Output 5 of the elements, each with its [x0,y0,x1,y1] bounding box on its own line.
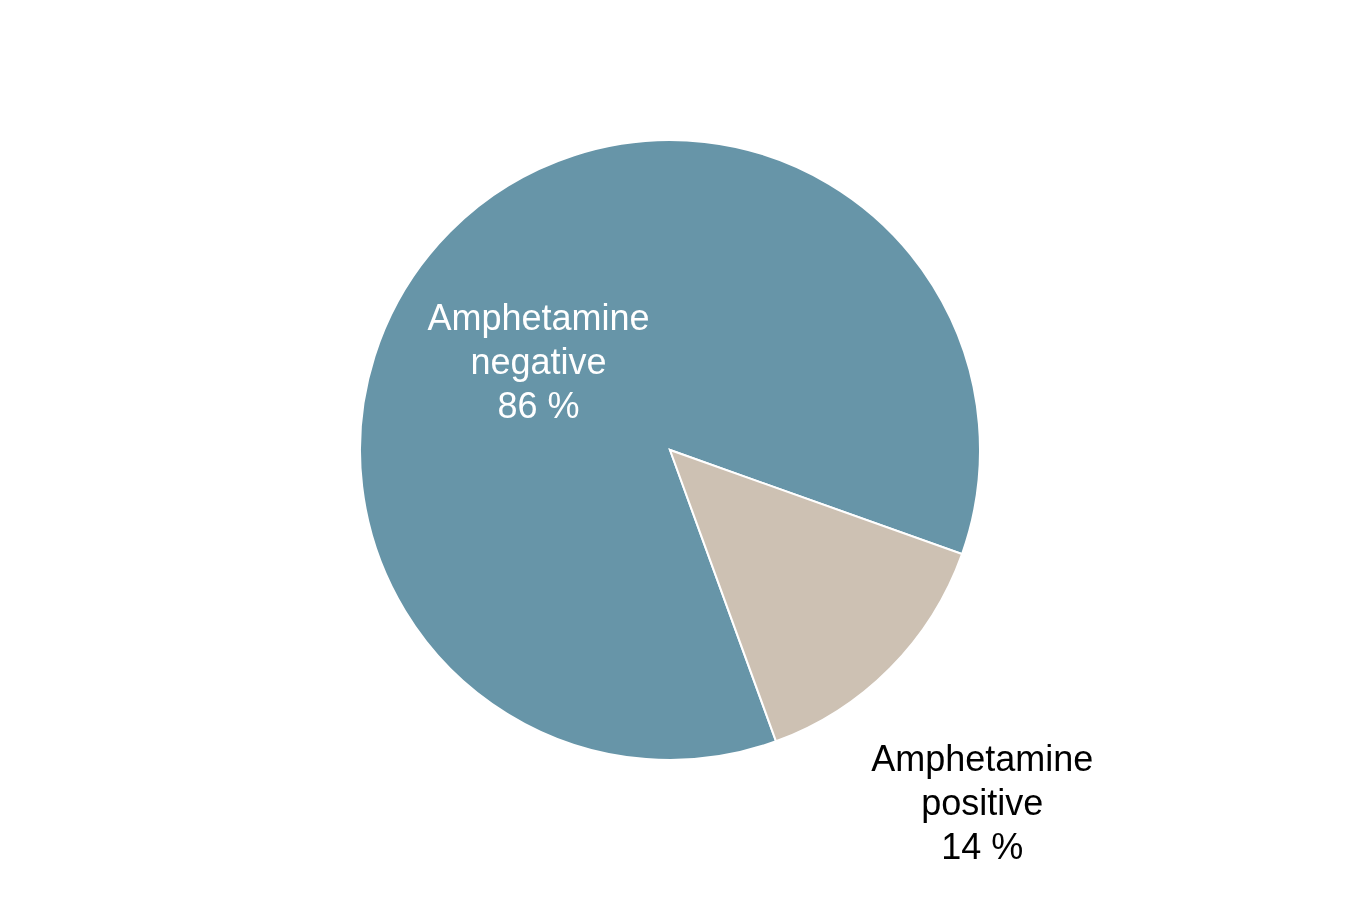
data-label: 86 % [497,385,580,427]
slice-label: Amphetamine negative [427,297,650,383]
pie-slice [669,449,964,743]
slice-label: Amphetamine positive [871,738,1094,824]
data-label: 14 % [941,826,1024,868]
